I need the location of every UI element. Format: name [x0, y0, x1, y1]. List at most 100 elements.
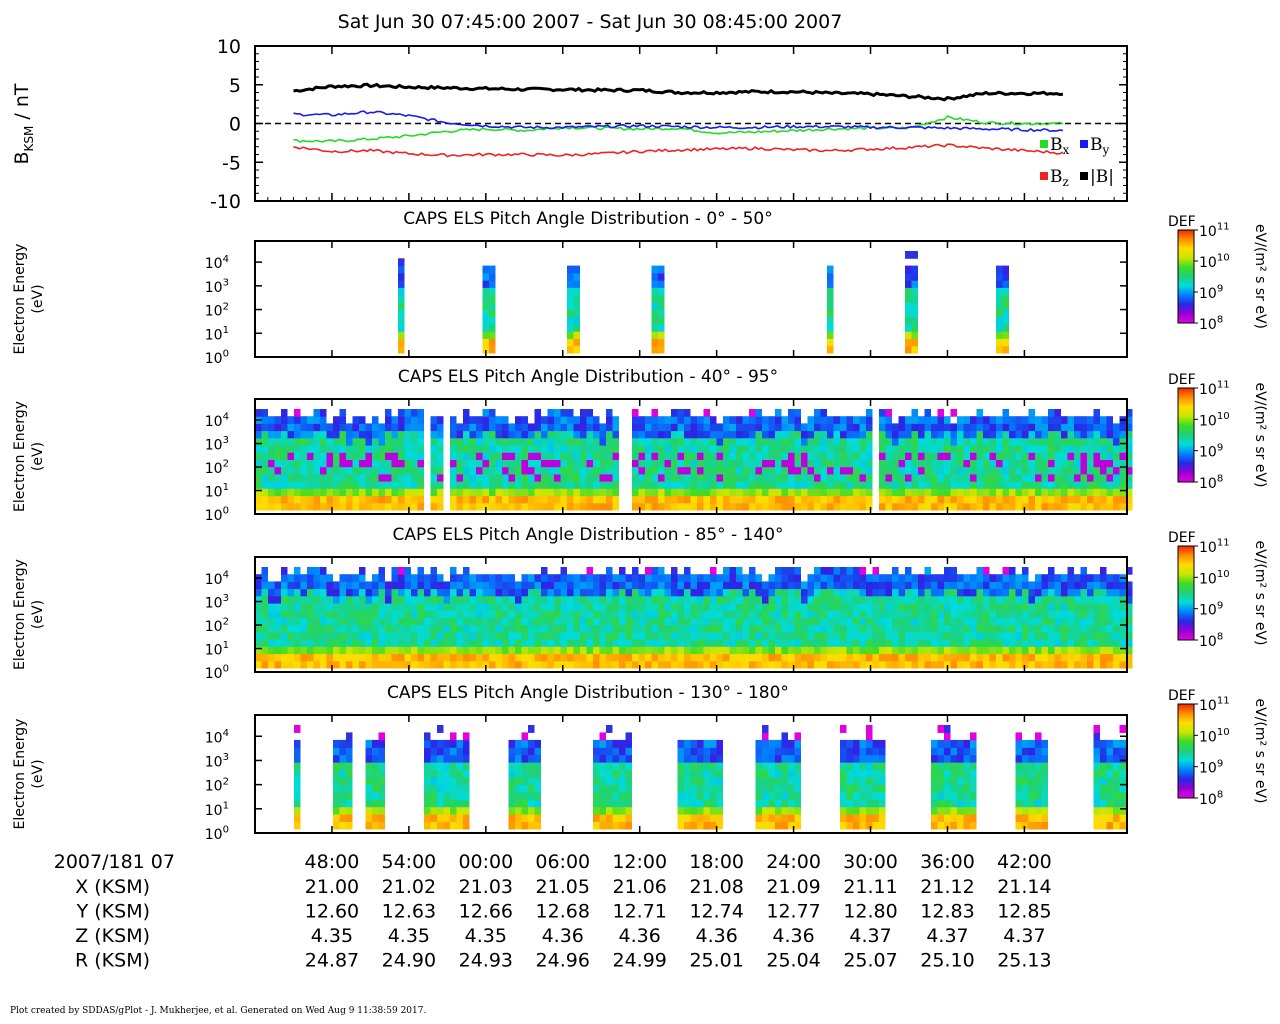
- spectrogram-pixel: [742, 452, 749, 460]
- spectrogram-pixel: [781, 624, 788, 633]
- spectrogram-pixel: [502, 581, 509, 590]
- spectrogram-pixel: [606, 595, 613, 604]
- spectrogram-pixel: [853, 610, 860, 618]
- spectrogram-pixel: [833, 660, 840, 669]
- spectrogram-pixel: [502, 495, 509, 504]
- spectrogram-pixel: [1035, 588, 1042, 597]
- spectrogram-pixel: [372, 739, 379, 748]
- spectrogram-pixel: [1028, 466, 1035, 475]
- colorbar: [1177, 545, 1195, 641]
- spectrogram-pixel: [320, 495, 327, 504]
- spectrogram-pixel: [788, 617, 795, 626]
- spectrogram-pixel: [1015, 660, 1022, 669]
- spectrogram-pixel: [1054, 488, 1061, 497]
- spectrogram-pixel: [671, 646, 678, 655]
- spectrogram-pixel: [866, 660, 873, 669]
- spectrogram-pixel: [820, 445, 827, 453]
- spectrogram-pixel: [606, 473, 613, 482]
- spectrogram-pixel: [1106, 784, 1113, 793]
- spectrogram-pixel: [697, 452, 704, 460]
- spectrogram-pixel: [606, 488, 613, 497]
- spectrogram-pixel: [339, 754, 346, 763]
- spectrogram-pixel: [983, 617, 990, 626]
- spectrogram-pixel: [879, 445, 886, 453]
- spectrogram-pixel: [859, 466, 866, 475]
- spectrogram-pixel: [307, 653, 314, 662]
- spectrogram-pixel: [944, 603, 951, 611]
- spectrogram-pixel: [547, 502, 554, 511]
- spectrogram-pixel: [931, 603, 938, 611]
- spectrogram-pixel: [768, 762, 775, 770]
- spectrogram-pixel: [742, 653, 749, 662]
- spectrogram-pixel: [352, 639, 359, 647]
- spectrogram-pixel: [541, 430, 548, 439]
- spectrogram-pixel: [937, 445, 944, 453]
- spectrogram-pixel: [918, 488, 925, 497]
- spectrogram-pixel: [437, 777, 444, 785]
- spectrogram-pixel: [768, 466, 775, 475]
- spectrogram-pixel: [963, 631, 970, 640]
- spectrogram-pixel: [541, 452, 548, 460]
- colorbar-tick-label: 1011: [1199, 222, 1230, 240]
- spectrogram-pixel: [736, 445, 743, 453]
- spectrogram-pixel: [983, 488, 990, 497]
- spectrogram-pixel: [1080, 567, 1087, 575]
- spectrogram-pixel: [463, 466, 470, 475]
- spectrogram-pixel: [417, 588, 424, 597]
- spectrogram-pixel: [476, 617, 483, 626]
- spectrogram-pixel: [970, 610, 977, 618]
- spectrogram-pixel: [573, 287, 580, 296]
- spectrogram-pixel: [762, 762, 769, 770]
- spectrogram-pixel: [1022, 430, 1029, 439]
- spectrogram-pixel: [541, 495, 548, 504]
- spectrogram-pixel: [729, 624, 736, 633]
- spectrogram-pixel: [378, 762, 385, 770]
- spectrogram-pixel: [872, 791, 879, 800]
- spectrogram-pixel: [931, 452, 938, 460]
- spectrogram-pixel: [352, 473, 359, 482]
- spectrogram-pixel: [677, 574, 684, 582]
- spectrogram-pixel: [1113, 747, 1120, 756]
- spectrogram-pixel: [1022, 660, 1029, 669]
- spectrogram-pixel: [352, 416, 359, 424]
- spectrogram-pixel: [690, 588, 697, 597]
- spectrogram-pixel: [989, 502, 996, 511]
- spectrogram-pixel: [567, 653, 574, 662]
- spectrogram-pixel: [1080, 445, 1087, 453]
- spectrogram-pixel: [651, 416, 658, 424]
- spectrogram-pixel: [606, 806, 613, 815]
- spectrogram-pixel: [456, 799, 463, 808]
- spectrogram-pixel: [411, 610, 418, 618]
- spectrogram-pixel: [437, 595, 444, 604]
- spectrogram-pixel: [983, 603, 990, 611]
- spectrogram-pixel: [391, 481, 398, 489]
- spectrogram-pixel: [1054, 502, 1061, 511]
- colorbar: [1177, 229, 1195, 324]
- spectrogram-pixel: [892, 595, 899, 604]
- spectrogram-pixel: [320, 481, 327, 489]
- spectrogram-pixel: [924, 574, 931, 582]
- spectrogram-pixel: [515, 653, 522, 662]
- spectrogram-pixel: [528, 588, 535, 597]
- spectrogram-pixel: [697, 754, 704, 763]
- spectrogram-pixel: [326, 631, 333, 640]
- spectrogram-pixel: [339, 631, 346, 640]
- spectrogram-pixel: [274, 653, 281, 662]
- spectrogram-pixel: [898, 459, 905, 468]
- spectrogram-pixel: [918, 416, 925, 424]
- spectrogram-pixel: [950, 437, 957, 446]
- spectrogram-pixel: [320, 452, 327, 460]
- spectrogram-pixel: [840, 814, 847, 822]
- spectrogram-pixel: [937, 639, 944, 647]
- spectrogram-pixel: [957, 473, 964, 482]
- spectrogram-pixel: [593, 581, 600, 590]
- spectrogram-pixel: [567, 409, 574, 417]
- spectrogram-pixel: [775, 814, 782, 822]
- spectrogram-pixel: [1015, 769, 1022, 778]
- spectrogram-pixel: [281, 624, 288, 633]
- spectrogram-pixel: [560, 574, 567, 582]
- spectrogram-pixel: [424, 624, 431, 633]
- spectrogram-pixel: [762, 739, 769, 748]
- spectrogram-pixel: [762, 603, 769, 611]
- spectrogram-pixel: [515, 437, 522, 446]
